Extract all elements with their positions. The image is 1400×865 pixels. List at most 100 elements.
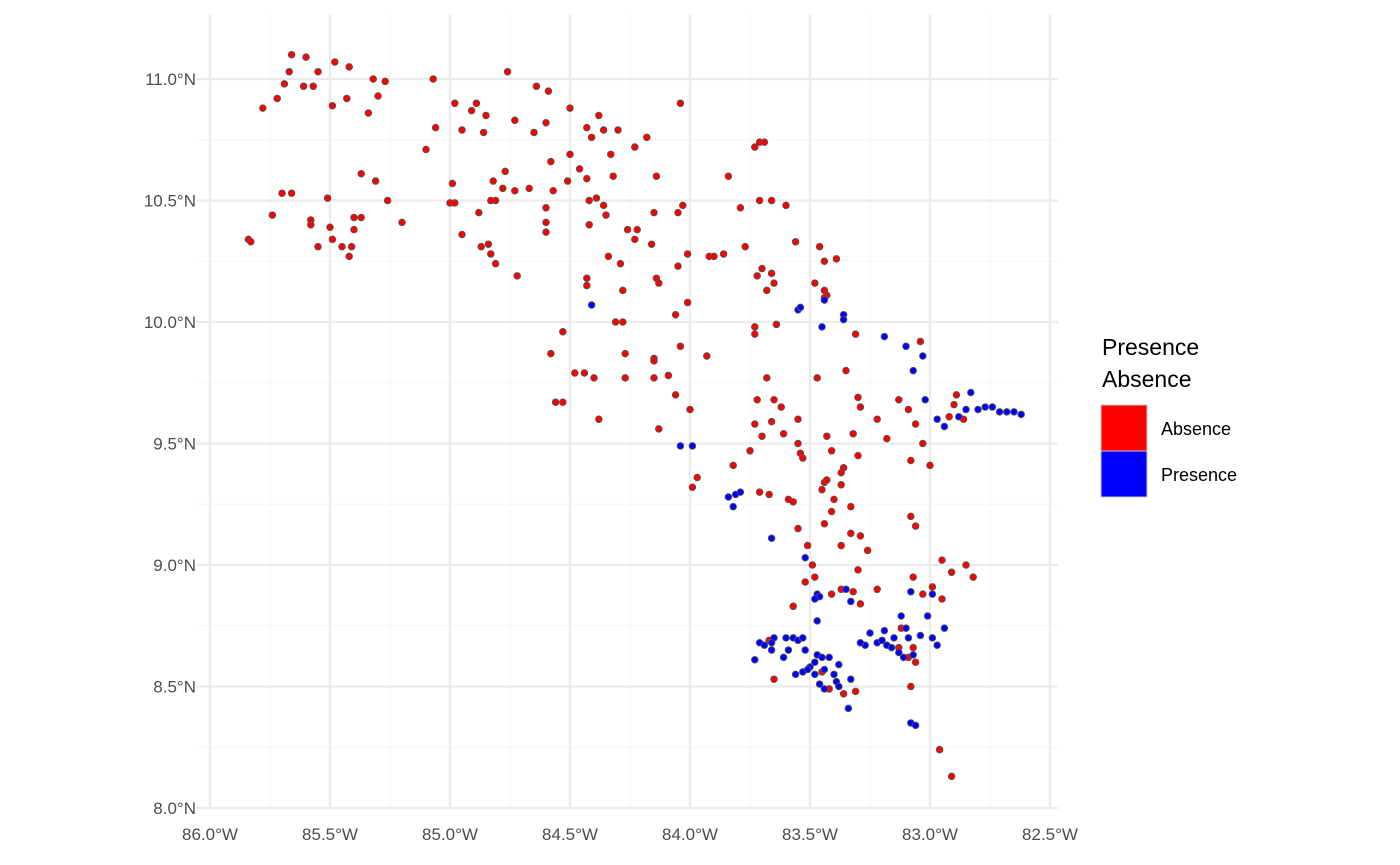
absence-point — [751, 330, 759, 338]
presence-point — [676, 442, 685, 450]
presence-point — [923, 612, 932, 620]
absence-point — [779, 430, 788, 438]
presence-point — [911, 721, 920, 730]
presence-point — [940, 422, 949, 431]
absence-point — [830, 495, 838, 504]
absence-point — [599, 201, 608, 210]
presence-point — [866, 629, 874, 637]
absence-point — [688, 483, 697, 491]
absence-point — [758, 264, 766, 273]
presence-point — [820, 685, 829, 693]
presence-point — [815, 680, 824, 688]
absence-point — [595, 415, 603, 423]
absence-point — [364, 109, 373, 117]
absence-point — [285, 67, 293, 76]
presence-point — [811, 670, 819, 679]
presence-point — [847, 675, 855, 683]
presence-point — [847, 597, 855, 606]
absence-point — [683, 250, 692, 258]
absence-point — [647, 240, 656, 248]
presence-point — [688, 442, 697, 450]
absence-point — [674, 208, 682, 217]
absence-point — [566, 150, 574, 159]
absence-point — [820, 519, 829, 528]
y-tick-label: 10.0°N — [144, 313, 196, 332]
presence-point — [880, 332, 889, 341]
absence-point — [849, 587, 857, 596]
absence-point — [758, 432, 766, 440]
series-absence — [244, 50, 977, 781]
absence-point — [854, 566, 862, 574]
absence-point — [873, 415, 881, 423]
absence-point — [655, 279, 663, 287]
absence-point — [832, 255, 841, 263]
presence-point — [811, 595, 819, 603]
absence-point — [767, 269, 776, 278]
absence-point — [789, 498, 797, 506]
absence-point — [314, 67, 322, 76]
absence-point — [547, 349, 555, 358]
plot-points — [244, 50, 1025, 781]
absence-point — [765, 490, 773, 499]
absence-point — [827, 447, 836, 455]
absence-point — [451, 199, 459, 207]
absence-point — [583, 174, 591, 183]
presence-point — [729, 502, 737, 511]
absence-point — [542, 218, 550, 227]
x-tick-label: 84.0°W — [662, 825, 718, 844]
absence-point — [926, 461, 934, 470]
x-tick-label: 83.0°W — [902, 825, 958, 844]
y-tick-label: 10.5°N — [144, 192, 196, 211]
presence-point — [767, 646, 776, 654]
absence-point — [369, 75, 377, 83]
presence-point — [955, 413, 963, 421]
absence-point — [873, 585, 881, 594]
presence-point — [895, 648, 903, 657]
absence-point — [746, 447, 754, 455]
absence-point — [679, 201, 687, 210]
presence-point — [887, 643, 896, 652]
absence-point — [664, 371, 673, 380]
absence-point — [623, 225, 632, 234]
absence-point — [487, 196, 495, 205]
minor-gridlines — [196, 14, 1058, 808]
absence-point — [820, 257, 829, 266]
absence-point — [383, 196, 392, 205]
presence-point — [818, 653, 826, 662]
presence-point — [587, 301, 596, 309]
absence-point — [811, 279, 819, 287]
absence-point — [751, 420, 759, 428]
absence-point — [350, 225, 358, 234]
absence-point — [583, 281, 591, 290]
absence-point — [511, 116, 519, 125]
absence-point — [551, 398, 560, 406]
presence-point — [803, 665, 812, 674]
absence-point — [587, 133, 596, 142]
absence-point — [782, 201, 790, 210]
absence-point — [381, 77, 389, 86]
absence-point — [904, 405, 913, 414]
absence-point — [753, 396, 761, 404]
absence-point — [583, 274, 591, 283]
absence-point — [345, 252, 353, 261]
absence-point — [619, 286, 627, 295]
x-tick-label: 84.5°W — [542, 825, 598, 844]
presence-point — [878, 636, 886, 645]
series-presence — [587, 296, 1025, 730]
presence-point — [811, 658, 819, 666]
absence-point — [755, 196, 764, 205]
absence-point — [604, 252, 613, 261]
absence-point — [487, 250, 495, 258]
presence-point — [784, 646, 793, 654]
y-tick-label: 9.0°N — [153, 556, 196, 575]
legend-label-presence: Presence — [1161, 465, 1237, 485]
absence-point — [767, 417, 776, 426]
absence-point — [429, 75, 437, 83]
absence-point — [585, 196, 593, 205]
absence-point — [760, 138, 769, 146]
absence-point — [374, 92, 382, 100]
presence-point — [842, 585, 850, 594]
absence-point — [542, 118, 550, 127]
absence-point — [530, 128, 538, 137]
x-axis: 86.0°W 85.5°W 85.0°W 84.5°W 84.0°W 83.5°W 83.0… — [182, 825, 1078, 844]
